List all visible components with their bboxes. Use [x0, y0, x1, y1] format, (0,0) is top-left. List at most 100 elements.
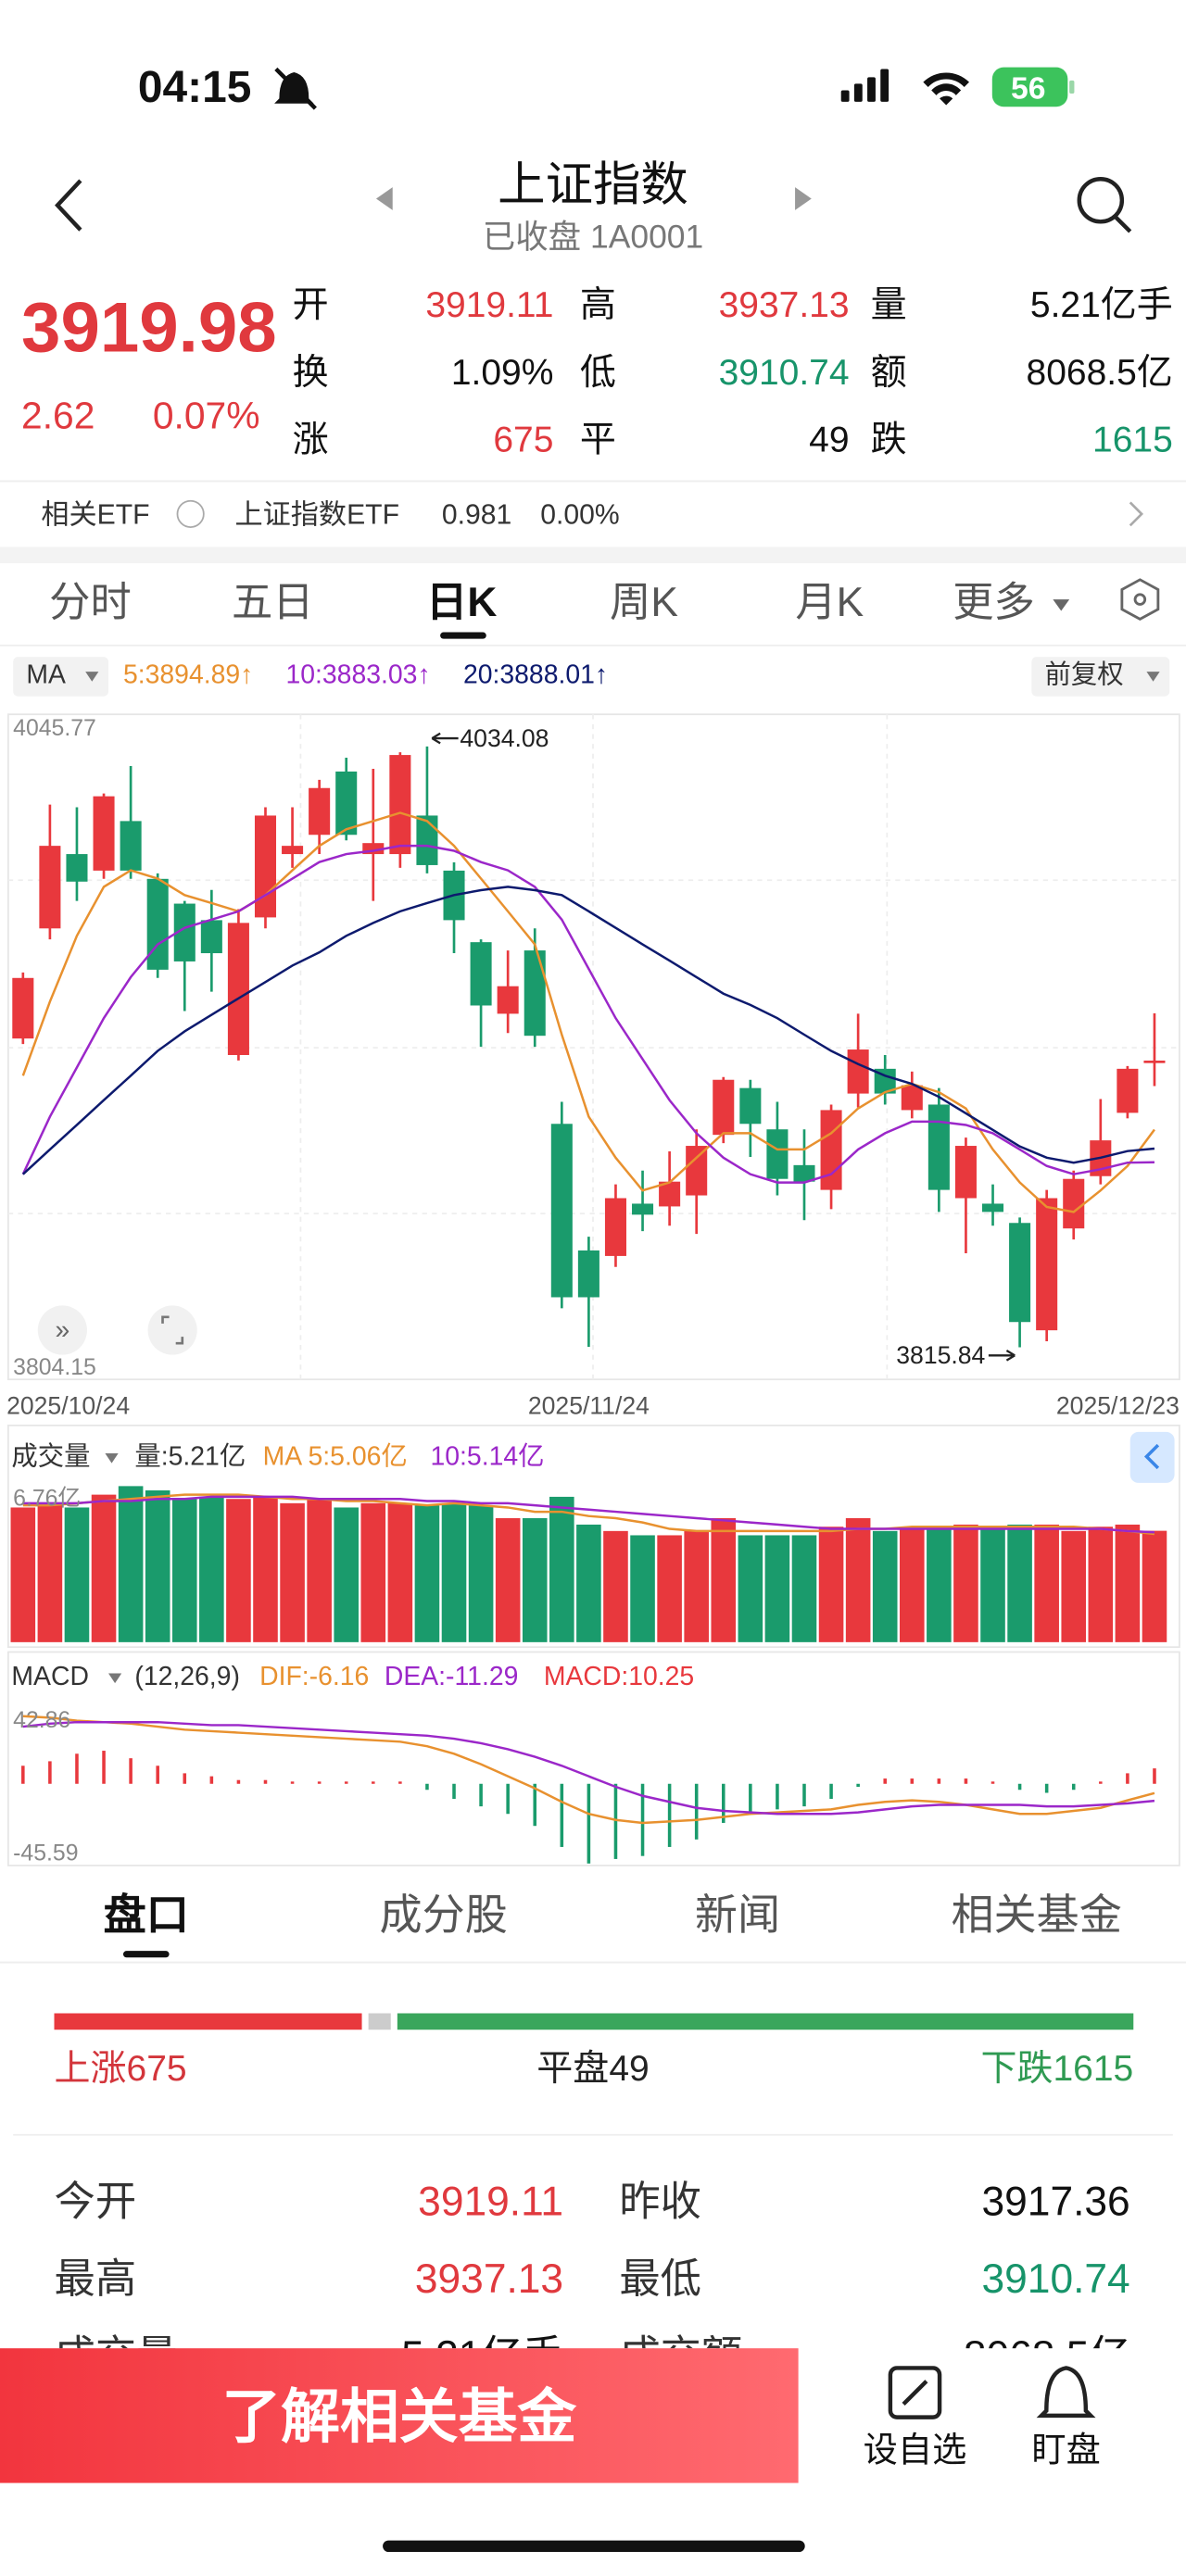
candle-body	[550, 1124, 573, 1298]
stat-label: 今开	[54, 2178, 137, 2225]
cta-text[interactable]: 了解相关基金	[221, 2382, 577, 2451]
candle-body	[524, 950, 546, 1037]
candle-body	[766, 1129, 789, 1179]
macd-bar	[964, 1778, 968, 1784]
adjust-selector[interactable]	[1031, 657, 1170, 697]
home-indicator	[383, 2540, 805, 2553]
ma-legend: 20:3888.01↑	[462, 661, 609, 690]
etf-name[interactable]: 上证指数ETF	[234, 498, 399, 530]
ma-line	[22, 1495, 1155, 1534]
period-tab[interactable]: 周K	[610, 578, 678, 625]
footer-bar: 了解相关基金设自选 盯盘	[0, 2348, 1186, 2575]
quote-label: 低	[579, 351, 616, 393]
period-tab[interactable]: 分时	[49, 578, 132, 625]
footer-action[interactable]: 盯盘	[1031, 2431, 1101, 2469]
volume-bar	[1007, 1524, 1032, 1642]
detail-tab[interactable]: 盘口	[103, 1890, 189, 1940]
high-arrow	[431, 732, 459, 745]
volume-bar	[818, 1527, 844, 1642]
candle-body	[389, 755, 411, 855]
mute-slash	[274, 67, 317, 110]
panel-title[interactable]: 成交量	[11, 1443, 91, 1472]
candle-body	[1036, 1198, 1058, 1331]
collapse-button[interactable]	[1129, 1431, 1175, 1483]
ma-selector-label[interactable]: MA	[26, 661, 66, 690]
period-tab[interactable]: 月K	[795, 578, 864, 625]
prev-index[interactable]	[375, 187, 393, 210]
x-tick-label: 2025/10/24	[6, 1391, 130, 1419]
period-tab[interactable]: 日K	[425, 578, 498, 625]
panel-subtitle: 量:5.21亿	[134, 1443, 246, 1472]
footer-action[interactable]: 设自选	[863, 2431, 967, 2469]
macd-bar	[102, 1751, 106, 1784]
candle-body	[173, 903, 196, 961]
candle-body	[981, 1203, 1004, 1213]
detail-tab[interactable]: 相关基金	[951, 1890, 1122, 1940]
macd-bar	[344, 1781, 348, 1784]
candle-body	[1143, 1060, 1166, 1063]
candle-body	[820, 1110, 842, 1190]
ma-legend: 10:3883.03↑	[285, 661, 431, 690]
volume-bar	[171, 1499, 197, 1642]
candle-body	[1009, 1223, 1031, 1323]
ma-selector[interactable]	[13, 657, 109, 697]
volume-bar	[199, 1496, 224, 1642]
stat-label: 昨收	[619, 2178, 702, 2225]
search-handle	[1114, 215, 1132, 233]
more-caret	[1053, 599, 1070, 611]
etf-more[interactable]	[1129, 501, 1144, 527]
fullscreen-button[interactable]	[147, 1305, 197, 1355]
candle-body	[847, 1049, 869, 1094]
fullscreen-glyph	[161, 1315, 184, 1345]
breadth-down	[397, 2013, 1134, 2030]
volume-bar	[1061, 1530, 1087, 1642]
volume-bar	[280, 1502, 305, 1642]
stat-value: 3937.13	[414, 2256, 564, 2302]
macd-bar	[560, 1783, 564, 1847]
detail-tab[interactable]: 新闻	[694, 1890, 781, 1940]
expand-button[interactable]	[37, 1305, 87, 1355]
volume-bar	[64, 1507, 90, 1642]
period-tab[interactable]: 更多	[953, 578, 1035, 625]
candle-body	[470, 942, 492, 1006]
volume-bar	[711, 1517, 737, 1642]
search-button[interactable]	[1077, 177, 1125, 224]
settings-icon[interactable]	[1120, 578, 1160, 621]
candle-body	[686, 1146, 708, 1196]
macd-bar	[937, 1778, 941, 1784]
candle-body	[604, 1198, 626, 1256]
cta-button[interactable]	[0, 2348, 799, 2483]
volume-bar	[764, 1535, 790, 1642]
macd-bar	[613, 1783, 618, 1859]
macd-bar	[1153, 1768, 1156, 1784]
macd-bar	[640, 1783, 645, 1856]
macd-bar	[802, 1783, 806, 1807]
candle-body	[12, 977, 34, 1039]
candle-body	[954, 1146, 977, 1199]
candle-body	[927, 1104, 950, 1190]
back-button[interactable]	[55, 179, 82, 232]
macd-bar	[1017, 1783, 1022, 1791]
next-index[interactable]	[795, 187, 812, 210]
quote-label: 换	[292, 351, 329, 393]
volume-bar	[334, 1507, 360, 1642]
detail-tab[interactable]: 成分股	[379, 1890, 508, 1940]
volume-bar	[630, 1535, 655, 1642]
watchlist-icon[interactable]	[888, 2366, 942, 2419]
volume-bar	[387, 1502, 413, 1642]
ma-line	[22, 1493, 1155, 1536]
macd-bar	[990, 1781, 995, 1784]
info-icon[interactable]	[176, 499, 205, 528]
alert-icon[interactable]	[1036, 2366, 1096, 2419]
adjust-label[interactable]: 前复权	[1044, 661, 1124, 690]
panel-title[interactable]: MACD	[11, 1663, 89, 1692]
quote-label: 跌	[870, 419, 907, 460]
footer-icons	[383, 2366, 1096, 2553]
panel-legend: MA 5:5.06亿	[262, 1443, 408, 1472]
ma-line	[22, 1720, 1155, 1816]
breadth-label: 下跌	[980, 2047, 1054, 2090]
collapse-glyph	[1143, 1443, 1160, 1470]
period-tab[interactable]: 五日	[231, 578, 314, 625]
volume-bar	[226, 1499, 251, 1642]
